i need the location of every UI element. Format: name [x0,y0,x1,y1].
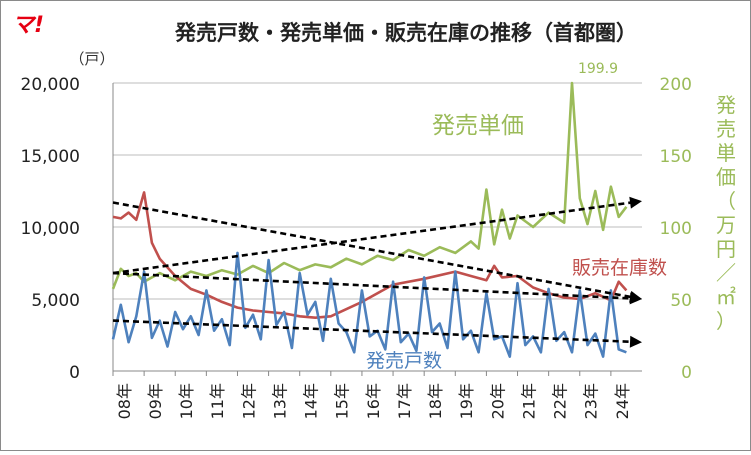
x-tick-label: 12年 [239,383,258,419]
right-tick-label: 150 [660,147,692,167]
trend-line-price_trend [112,200,635,275]
left-tick-label: 15,000 [21,147,80,167]
x-tick-label: 18年 [426,383,445,419]
right-axis-title-char: 単 [716,141,736,165]
x-tick-label: 19年 [457,383,476,419]
right-axis-title-char: （ [716,189,736,213]
left-tick-label: 0 [69,363,80,383]
legend-price: 発売単価 [432,113,524,139]
peak-value-label: 199.9 [578,61,618,77]
right-tick-label: 100 [660,219,692,239]
trend-line-inventory_trend_2 [112,271,635,300]
x-tick-label: 16年 [364,383,383,419]
left-tick-label: 5,000 [31,291,80,311]
right-axis-title-char: ／ [716,261,736,285]
trend-layer [112,196,642,348]
x-tick-label: 10年 [177,383,196,419]
trend-line-inventory_trend [112,201,635,299]
right-axis-ticks: 200 150 100 50 0 [660,75,692,383]
right-tick-label: 200 [660,75,692,95]
trend-line-units_trend [112,319,635,344]
series-line-units [111,251,627,358]
legend-inventory: 販売在庫数 [572,257,667,279]
site-logo: マ! [12,13,44,38]
left-tick-label: 20,000 [21,75,80,95]
right-tick-label: 50 [670,291,692,311]
x-tick-label: 21年 [519,383,538,419]
right-axis-title-char: ） [716,309,736,333]
right-axis-title-char: 価 [716,165,736,189]
x-tick-label: 23年 [582,383,601,419]
right-axis-title-char: ㎡ [716,285,736,309]
x-tick-label: 17年 [395,383,414,419]
x-tick-label: 22年 [551,383,570,419]
trend-arrowhead-price_trend [629,196,642,209]
series-line-price [111,81,628,290]
left-axis-ticks: 20,000 15,000 10,000 5,000 0 [21,75,80,383]
trend-arrowhead-units_trend [629,335,642,348]
right-axis-title: 発売単価（万円／㎡） [716,93,736,333]
right-axis-title-char: 万 [716,213,736,237]
right-axis-title-char: 発 [716,93,736,117]
x-tick-label: 20年 [488,383,507,419]
x-axis-ticks: 08年 09年 10年 11年 12年 13年 14年 15年 16年 17年 18年 19年 20年 2… [112,371,632,419]
x-tick-label: 15年 [333,383,352,419]
x-tick-label: 24年 [613,383,632,419]
gridlines [112,82,642,372]
legend-units: 発売戸数 [366,350,442,372]
x-tick-label: 14年 [302,383,321,419]
right-axis-title-char: 売 [716,117,736,141]
right-tick-label: 0 [681,363,692,383]
right-axis-title-char: 円 [716,237,736,261]
left-axis-unit: （戸） [69,50,114,68]
x-tick-label: 08年 [115,383,134,419]
left-tick-label: 10,000 [21,219,80,239]
trend-arrowhead-inventory_trend_2 [629,292,642,305]
x-tick-label: 09年 [146,383,165,419]
x-tick-label: 11年 [208,383,227,419]
chart-title: 発売戸数・発売単価・販売在庫の推移（首都圏） [174,21,637,45]
x-tick-label: 13年 [270,383,289,419]
